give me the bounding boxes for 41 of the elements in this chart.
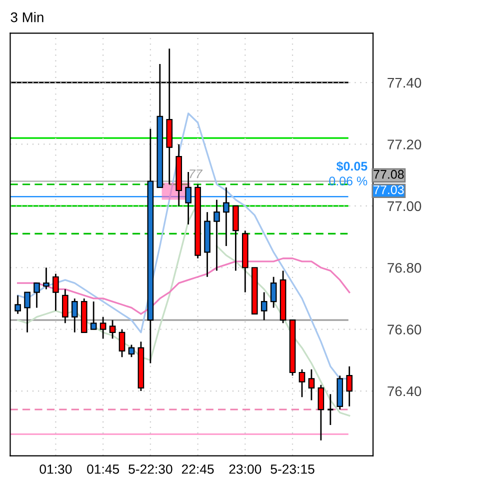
- annotation: $0.05: [336, 161, 368, 172]
- y-tick-label: 77.40: [388, 78, 422, 88]
- x-tick-label: 22:45: [182, 464, 214, 474]
- ref-line-label: 77.08: [374, 170, 404, 179]
- candlestick: [90, 300, 97, 330]
- candlestick: [100, 316, 106, 340]
- candlestick: [62, 288, 68, 324]
- candlestick: [128, 344, 135, 358]
- chart-title: 3 Min: [10, 12, 44, 22]
- x-tick-label: 5-23:15: [270, 464, 314, 474]
- line-series: [16, 258, 350, 315]
- annotation: 0.06 %: [329, 176, 368, 186]
- candlestick: [308, 368, 315, 401]
- candlestick: [298, 368, 306, 398]
- candlestick: [109, 319, 116, 340]
- candlestick: [214, 199, 220, 272]
- x-tick-label: 5-22:30: [128, 464, 172, 474]
- candlestick: [346, 366, 353, 408]
- candlestick: [52, 273, 59, 312]
- candlestick: [185, 171, 192, 226]
- candlestick: [118, 328, 126, 358]
- x-tick-label: 01:30: [40, 464, 72, 474]
- y-tick-label: 76.60: [388, 324, 422, 334]
- ref-line-label: 77.03: [374, 185, 404, 194]
- x-tick-label: 01:45: [87, 464, 120, 474]
- candlestick: [326, 393, 334, 426]
- candlestick: [260, 292, 268, 321]
- candlestick: [34, 282, 40, 308]
- candlestick: [270, 276, 277, 308]
- y-tick-label: 77.20: [388, 140, 422, 150]
- y-tick-label: 76.80: [388, 262, 422, 273]
- y-tick-label: 76.40: [388, 386, 422, 396]
- candlestick: [24, 292, 30, 334]
- candlestick: [71, 298, 78, 334]
- annotation: 77: [190, 170, 203, 178]
- candlestick: [43, 266, 50, 290]
- candlestick: [318, 384, 324, 442]
- candlestick: [223, 186, 230, 247]
- y-tick-label: 77.00: [388, 201, 422, 212]
- candlestick: [14, 294, 21, 315]
- x-tick-label: 23:00: [229, 464, 262, 474]
